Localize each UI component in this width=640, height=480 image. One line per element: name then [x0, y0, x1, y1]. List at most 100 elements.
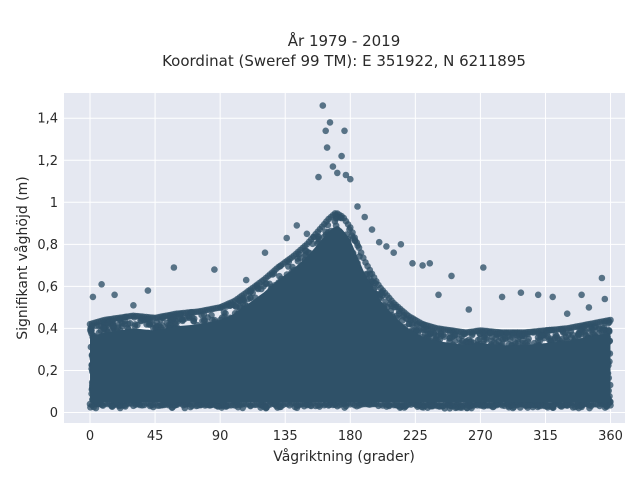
scatter-point [276, 403, 284, 411]
scatter-point [217, 304, 224, 311]
scatter-point [190, 317, 197, 325]
scatter-point [214, 403, 222, 410]
scatter-point [517, 289, 525, 297]
scatter-point [283, 234, 291, 242]
scatter-point [342, 171, 350, 179]
scatter-point [549, 293, 556, 301]
scatter-point [316, 403, 323, 410]
scatter-point [474, 402, 481, 409]
y-axis-ticks: 0 0,2 0,4 0,6 0,8 1 1,2 1,4 [37, 112, 58, 421]
scatter-point [414, 401, 422, 409]
scatter-point [334, 169, 341, 177]
scatter-point [599, 325, 606, 332]
scatter-point [479, 329, 486, 336]
scatter-point [276, 272, 283, 280]
scatter-point [372, 280, 379, 287]
scatter-point [582, 332, 589, 339]
scatter-point [468, 331, 476, 339]
y-tick-label: 0,2 [37, 364, 58, 379]
scatter-point [121, 317, 129, 325]
scatter-point [543, 403, 550, 410]
scatter-point [575, 331, 583, 339]
scatter-point [104, 319, 112, 327]
scatter-point [170, 264, 178, 271]
scatter-point [236, 296, 244, 304]
y-tick-label: 1 [50, 196, 58, 211]
scatter-point [116, 404, 124, 412]
scatter-point [319, 102, 327, 109]
scatter-point [388, 302, 395, 310]
scatter-point [354, 242, 362, 249]
x-tick-label: 180 [338, 429, 363, 444]
x-tick-label: 270 [468, 429, 493, 444]
scatter-point [145, 321, 153, 328]
scatter-point [492, 334, 499, 342]
scatter-point [395, 307, 403, 315]
scatter-point [452, 404, 459, 412]
scatter-point [109, 403, 116, 411]
scatter-point [549, 403, 556, 411]
y-tick-label: 0,4 [37, 322, 58, 337]
scatter-point [131, 314, 138, 321]
y-axis-label: Signifikant våghöjd (m) [14, 176, 31, 339]
scatter-point [270, 270, 278, 277]
scatter-point [176, 311, 184, 319]
scatter-point [585, 304, 593, 311]
scatter-point [421, 330, 429, 338]
scatter-point [242, 276, 250, 284]
scatter-point [375, 238, 383, 246]
scatter-point [446, 405, 454, 412]
x-axis-ticks: 0 45 90 135 180 225 270 315 360 [86, 429, 623, 444]
scatter-point [295, 251, 303, 258]
scatter-point [429, 328, 436, 335]
chart-title-line2: Koordinat (Sweref 99 TM): E 351922, N 62… [162, 52, 526, 70]
scatter-point [426, 260, 434, 267]
scatter-point [588, 326, 595, 334]
scatter-point [601, 295, 609, 303]
scatter-point [413, 327, 420, 334]
scatter-point [201, 400, 208, 408]
scatter-point [390, 249, 398, 256]
chart-title-line1: År 1979 - 2019 [288, 31, 401, 50]
scatter-point [397, 241, 405, 248]
scatter-point [262, 280, 269, 288]
scatter-point [605, 327, 613, 335]
y-tick-label: 0 [50, 406, 58, 421]
scatter-point [558, 335, 566, 343]
scatter-point [361, 213, 369, 221]
scatter-point [323, 144, 331, 151]
scatter-point [293, 222, 301, 229]
scatter-point [291, 403, 299, 411]
scatter-point [303, 230, 311, 238]
scatter-point [581, 322, 589, 330]
scatter-point [441, 333, 448, 341]
scatter-point [393, 401, 401, 409]
scatter-point [368, 226, 376, 233]
scatter-point [131, 322, 139, 330]
scatter-point [234, 403, 242, 411]
scatter-point [448, 272, 455, 280]
scatter-point [122, 403, 129, 410]
scatter-point [322, 127, 330, 135]
scatter-point [98, 281, 105, 288]
scatter-point [309, 240, 316, 248]
scatter-point [521, 330, 528, 337]
scatter-point [464, 404, 471, 412]
x-tick-label: 45 [147, 429, 164, 444]
scatter-point [465, 306, 473, 313]
scatter-point [404, 401, 411, 409]
scatter-point [510, 332, 517, 339]
scatter-point [315, 173, 322, 181]
scatter-point [578, 291, 585, 299]
scatter-point [456, 404, 464, 411]
scatter-point [111, 291, 118, 299]
scatter-point [294, 257, 302, 265]
y-tick-label: 0,8 [37, 238, 58, 253]
scatter-point [187, 403, 194, 411]
scatter-point [459, 337, 466, 345]
scatter-point [446, 334, 454, 342]
y-tick-label: 0,6 [37, 280, 58, 295]
scatter-point [200, 317, 208, 325]
scatter-point [329, 163, 337, 170]
scatter-point [181, 400, 189, 408]
